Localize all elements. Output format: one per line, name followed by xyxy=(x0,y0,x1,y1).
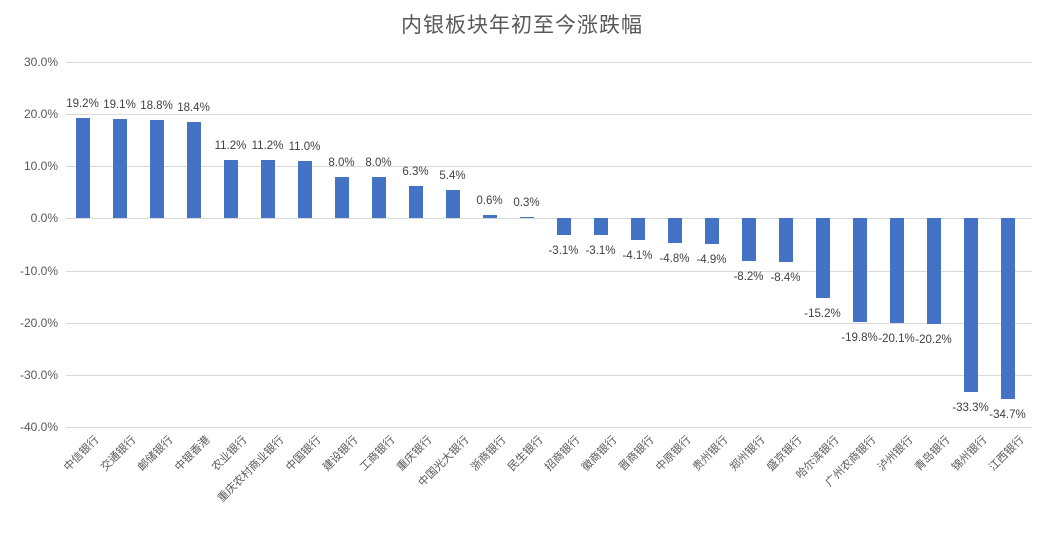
x-axis-label: 中银香港 xyxy=(172,434,212,474)
bar xyxy=(852,218,867,322)
bar xyxy=(630,218,645,240)
x-axis-label: 浙商银行 xyxy=(468,434,508,474)
y-axis-tick-label: 0.0% xyxy=(30,211,58,226)
x-axis-label: 晋商银行 xyxy=(616,434,656,474)
bar xyxy=(815,218,830,298)
data-label: -8.4% xyxy=(770,272,801,285)
x-axis-label: 工商银行 xyxy=(357,434,397,474)
data-label: 19.2% xyxy=(66,98,99,111)
bar xyxy=(593,218,608,235)
data-label: 8.0% xyxy=(328,156,355,169)
data-label: -33.3% xyxy=(952,402,989,415)
data-label: -3.1% xyxy=(548,244,579,257)
data-label: 6.3% xyxy=(402,165,429,178)
y-axis-tick-label: -10.0% xyxy=(19,263,58,278)
data-label: 8.0% xyxy=(365,156,392,169)
x-axis-label: 中原银行 xyxy=(653,434,693,474)
data-label: 19.1% xyxy=(103,98,136,111)
data-label: -15.2% xyxy=(804,307,841,320)
data-label: -34.7% xyxy=(989,409,1026,422)
y-axis-tick-label: 30.0% xyxy=(23,55,58,69)
gridline xyxy=(66,62,1032,63)
bar xyxy=(445,190,460,219)
data-label: 5.4% xyxy=(439,170,466,183)
y-axis-tick-label: -30.0% xyxy=(19,367,58,382)
bar xyxy=(371,176,386,219)
y-axis-tick-label: -20.0% xyxy=(19,315,58,330)
bar xyxy=(186,122,201,219)
bar xyxy=(556,218,571,235)
chart-title: 内银板块年初至今涨跌幅 xyxy=(401,14,643,37)
bar xyxy=(667,218,682,244)
bar xyxy=(334,176,349,219)
x-axis-label: 泸州银行 xyxy=(875,434,915,474)
bar xyxy=(963,218,978,393)
data-label: -4.8% xyxy=(659,253,690,266)
x-axis-label: 重庆农村商业银行 xyxy=(215,434,286,505)
bar xyxy=(741,218,756,262)
x-axis-label: 交通银行 xyxy=(98,434,138,474)
bar xyxy=(889,218,904,324)
bar xyxy=(926,218,941,324)
data-label: 11.2% xyxy=(251,140,284,153)
bar xyxy=(1000,218,1015,400)
bar xyxy=(260,160,275,219)
data-label: 11.0% xyxy=(288,141,321,154)
data-label: 0.3% xyxy=(513,196,540,209)
x-axis-label: 邮储银行 xyxy=(135,434,175,474)
gridline xyxy=(66,270,1032,272)
bar xyxy=(149,120,164,219)
gridline xyxy=(66,322,1032,324)
x-axis-label: 招商银行 xyxy=(542,434,582,474)
bar xyxy=(408,185,423,219)
y-axis-tick-label: -40.0% xyxy=(19,420,58,434)
gridline xyxy=(66,166,1032,168)
bar xyxy=(223,160,238,219)
y-axis-tick-label: 20.0% xyxy=(23,107,58,122)
gridline xyxy=(66,218,1032,220)
data-label: -4.9% xyxy=(696,253,727,266)
data-label: 18.4% xyxy=(177,102,210,115)
x-axis-label: 徽商银行 xyxy=(579,434,619,474)
data-label: -4.1% xyxy=(622,249,653,262)
x-axis-label: 中国银行 xyxy=(283,434,323,474)
x-axis-label: 建设银行 xyxy=(320,434,360,474)
data-label: -8.2% xyxy=(733,271,764,284)
bar xyxy=(297,161,312,219)
bar xyxy=(778,218,793,263)
data-label: 18.8% xyxy=(140,100,173,113)
x-axis-label: 民生银行 xyxy=(505,434,545,474)
data-label: 11.2% xyxy=(214,140,247,153)
data-label: -19.8% xyxy=(841,331,878,344)
x-axis-label: 江西银行 xyxy=(986,434,1026,474)
data-label: 0.6% xyxy=(476,195,503,208)
x-axis-label: 中信银行 xyxy=(61,434,101,474)
bar xyxy=(112,118,127,219)
bar xyxy=(75,118,90,219)
x-axis-label: 郑州银行 xyxy=(727,434,767,474)
x-axis-label: 青岛银行 xyxy=(912,434,952,474)
gridline xyxy=(66,427,1032,428)
x-axis-label: 贵州银行 xyxy=(690,434,730,474)
bar xyxy=(704,218,719,244)
gridline xyxy=(66,374,1032,376)
data-label: -20.2% xyxy=(915,333,952,346)
bar xyxy=(519,216,534,219)
data-label: -20.1% xyxy=(878,333,915,346)
bar xyxy=(482,215,497,219)
y-axis-tick-label: 10.0% xyxy=(23,159,58,174)
gridline xyxy=(66,114,1032,116)
data-label: -3.1% xyxy=(585,244,616,257)
x-axis-label: 锦州银行 xyxy=(949,434,989,474)
